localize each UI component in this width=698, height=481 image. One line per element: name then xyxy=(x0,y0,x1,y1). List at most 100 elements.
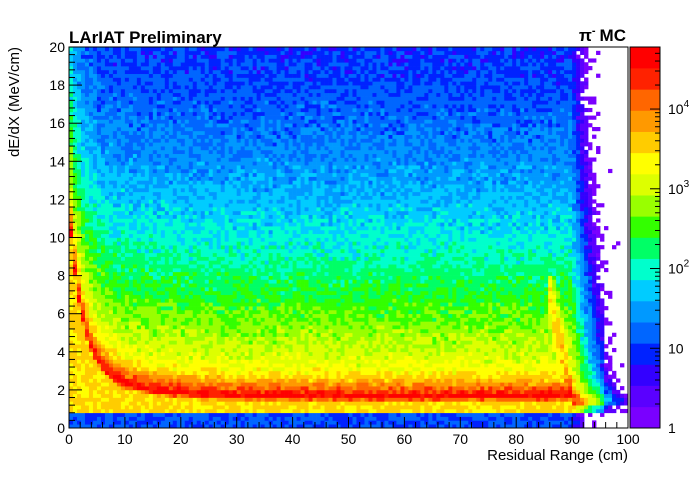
heatmap-cell xyxy=(77,177,81,181)
heatmap-cell xyxy=(241,276,245,280)
heatmap-cell xyxy=(117,203,121,207)
heatmap-cell xyxy=(237,272,241,276)
heatmap-cell xyxy=(117,363,121,367)
heatmap-cell xyxy=(125,314,129,318)
heatmap-cell xyxy=(249,196,253,200)
heatmap-cell xyxy=(173,394,177,398)
heatmap-cell xyxy=(237,188,241,192)
heatmap-cell xyxy=(145,85,149,89)
heatmap-cell xyxy=(97,249,101,253)
heatmap-cell xyxy=(93,70,97,74)
heatmap-cell xyxy=(129,218,133,222)
heatmap-cell xyxy=(197,222,201,226)
heatmap-cell xyxy=(145,218,149,222)
heatmap-cell xyxy=(69,352,73,356)
heatmap-cell xyxy=(109,306,113,310)
heatmap-cell xyxy=(197,55,201,59)
heatmap-cell xyxy=(93,112,97,116)
heatmap-cell xyxy=(93,413,97,417)
heatmap-cell xyxy=(249,58,253,62)
heatmap-cell xyxy=(93,100,97,104)
heatmap-cell xyxy=(253,371,257,375)
heatmap-cell xyxy=(257,135,261,139)
heatmap-cell xyxy=(237,230,241,234)
heatmap-cell xyxy=(81,268,85,272)
heatmap-cell xyxy=(225,295,229,299)
heatmap-cell xyxy=(77,268,81,272)
heatmap-cell xyxy=(129,211,133,215)
heatmap-cell xyxy=(97,283,101,287)
heatmap-cell xyxy=(181,417,185,421)
heatmap-cell xyxy=(165,97,169,101)
heatmap-cell xyxy=(257,146,261,150)
heatmap-cell xyxy=(105,157,109,161)
heatmap-cell xyxy=(261,93,265,97)
heatmap-cell xyxy=(113,260,117,264)
heatmap-cell xyxy=(229,378,233,382)
heatmap-cell xyxy=(113,417,117,421)
heatmap-cell xyxy=(109,329,113,333)
heatmap-cell xyxy=(137,409,141,413)
heatmap-cell xyxy=(189,146,193,150)
heatmap-cell xyxy=(133,199,137,203)
heatmap-cell xyxy=(153,222,157,226)
heatmap-cell xyxy=(257,89,261,93)
heatmap-cell xyxy=(225,348,229,352)
heatmap-cell xyxy=(101,169,105,173)
heatmap-cell xyxy=(261,58,265,62)
heatmap-cell xyxy=(117,238,121,242)
heatmap-cell xyxy=(169,188,173,192)
heatmap-cell xyxy=(241,62,245,66)
heatmap-cell xyxy=(245,234,249,238)
heatmap-cell xyxy=(253,382,257,386)
heatmap-cell xyxy=(153,169,157,173)
heatmap-cell xyxy=(205,74,209,78)
heatmap-cell xyxy=(261,325,265,329)
heatmap-cell xyxy=(161,192,165,196)
heatmap-cell xyxy=(149,218,153,222)
heatmap-cell xyxy=(157,142,161,146)
heatmap-cell xyxy=(105,413,109,417)
heatmap-cell xyxy=(125,192,129,196)
heatmap-cell xyxy=(249,238,253,242)
heatmap-cell xyxy=(233,222,237,226)
heatmap-cell xyxy=(209,390,213,394)
heatmap-cell xyxy=(209,417,213,421)
heatmap-cell xyxy=(209,218,213,222)
heatmap-cell xyxy=(73,77,77,81)
heatmap-cell xyxy=(261,47,265,51)
heatmap-cell xyxy=(117,93,121,97)
heatmap-cell xyxy=(177,378,181,382)
heatmap-cell xyxy=(125,249,129,253)
heatmap-cell xyxy=(113,283,117,287)
heatmap-cell xyxy=(161,382,165,386)
heatmap-cell xyxy=(85,367,89,371)
heatmap-cell xyxy=(213,378,217,382)
heatmap-cell xyxy=(169,298,173,302)
heatmap-cell xyxy=(253,207,257,211)
heatmap-cell xyxy=(109,291,113,295)
heatmap-cell xyxy=(197,112,201,116)
heatmap-cell xyxy=(109,184,113,188)
heatmap-cell xyxy=(185,398,189,402)
heatmap-cell xyxy=(73,420,77,424)
heatmap-cell xyxy=(173,378,177,382)
heatmap-cell xyxy=(261,420,265,424)
heatmap-cell xyxy=(109,295,113,299)
heatmap-cell xyxy=(77,66,81,70)
heatmap-cell xyxy=(129,119,133,123)
heatmap-cell xyxy=(93,55,97,59)
heatmap-cell xyxy=(101,226,105,230)
heatmap-cell xyxy=(209,378,213,382)
heatmap-cell xyxy=(221,104,225,108)
heatmap-cell xyxy=(209,276,213,280)
heatmap-cell xyxy=(213,157,217,161)
heatmap-cell xyxy=(141,93,145,97)
heatmap-cell xyxy=(193,165,197,169)
heatmap-cell xyxy=(213,199,217,203)
heatmap-cell xyxy=(217,386,221,390)
heatmap-cell xyxy=(89,321,93,325)
heatmap-cell xyxy=(157,161,161,165)
heatmap-cell xyxy=(205,70,209,74)
heatmap-cell xyxy=(109,234,113,238)
